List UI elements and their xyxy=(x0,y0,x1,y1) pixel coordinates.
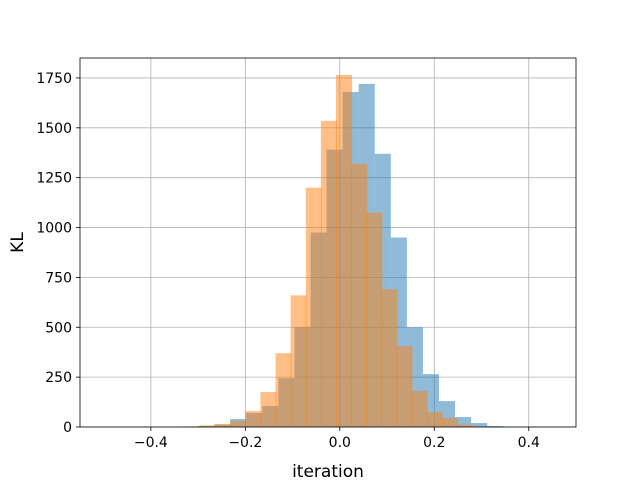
y-tick-label: 1750 xyxy=(36,71,72,87)
histogram-bar-series-2 xyxy=(260,392,277,427)
y-axis-ticks: 0 250 500 750 1000 1250 1500 1750 xyxy=(36,71,80,436)
x-tick-label: 0.4 xyxy=(518,435,540,451)
y-tick-label: 750 xyxy=(45,270,72,286)
histogram-bar-series-2 xyxy=(366,212,383,427)
y-tick-label: 1500 xyxy=(36,121,72,137)
histogram-bar-series-2 xyxy=(245,411,262,427)
y-tick-label: 0 xyxy=(63,420,72,436)
histogram-bar-series-2 xyxy=(199,425,217,427)
histogram-bar-series-2 xyxy=(305,187,322,427)
histogram-bar-series-2 xyxy=(230,421,247,427)
histogram-bar-series-2 xyxy=(441,418,458,427)
x-tick-label: −0.2 xyxy=(228,435,262,451)
x-tick-label: −0.4 xyxy=(134,435,168,451)
histogram-bar-series-2 xyxy=(381,289,398,427)
plot-frame xyxy=(79,57,577,428)
histogram-bar-series-1 xyxy=(487,426,504,427)
histogram-bar-series-1 xyxy=(455,417,472,427)
y-axis-label: KL xyxy=(8,232,28,253)
histogram-bar-series-2 xyxy=(320,120,337,428)
x-axis-label: iteration xyxy=(292,462,364,480)
histogram-bar-series-2 xyxy=(336,74,353,428)
histogram-bar-series-2 xyxy=(351,163,368,428)
histogram-bar-series-2 xyxy=(215,424,232,427)
x-tick-label: 0.0 xyxy=(329,435,351,451)
histogram-bar-series-1 xyxy=(471,423,488,427)
histogram-bar-series-2 xyxy=(426,412,443,427)
histogram-bar-series-2 xyxy=(411,391,428,427)
y-tick-label: 250 xyxy=(45,370,72,386)
y-tick-label: 1000 xyxy=(36,221,72,237)
histogram-bar-series-2 xyxy=(396,346,413,427)
histogram-bars xyxy=(182,74,504,428)
x-tick-label: 0.2 xyxy=(423,435,445,451)
x-axis-ticks: −0.4 −0.2 0.0 0.2 0.4 xyxy=(134,427,540,451)
histogram-bar-series-2 xyxy=(290,295,307,427)
histogram-bar-series-2 xyxy=(456,424,474,427)
y-tick-label: 500 xyxy=(45,320,72,336)
histogram-bar-series-2 xyxy=(275,353,292,427)
y-tick-label: 1250 xyxy=(36,171,72,187)
